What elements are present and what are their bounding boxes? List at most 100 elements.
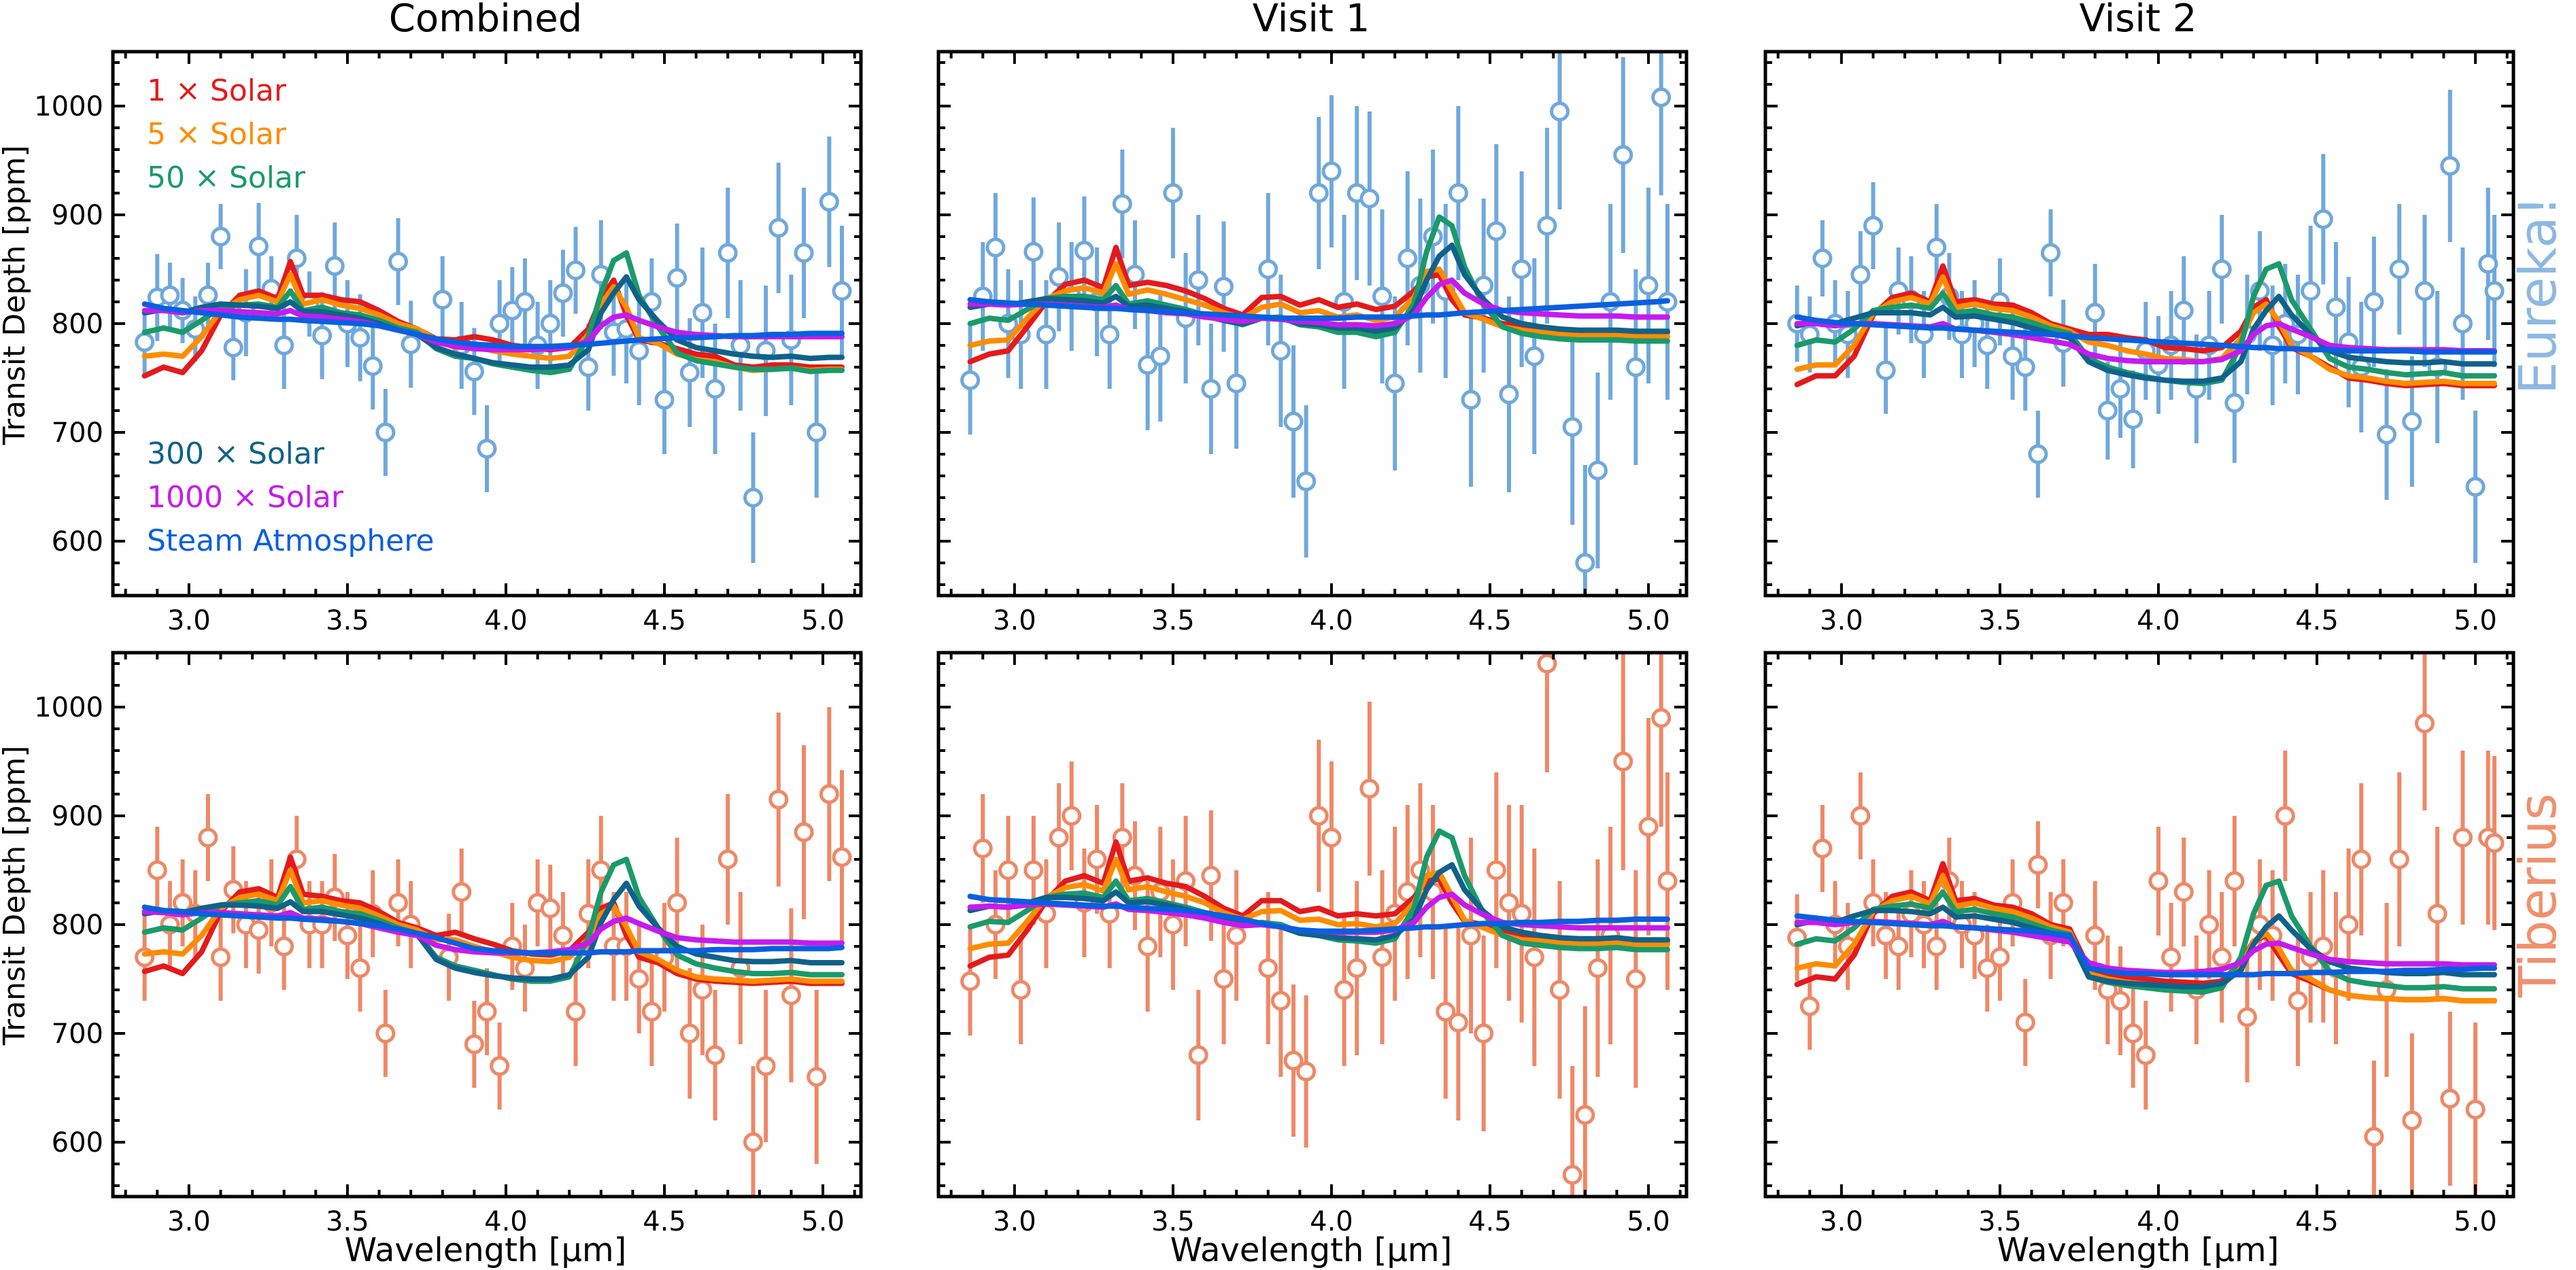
data-point [515,292,535,312]
data-point [1613,145,1633,165]
data-point [1163,914,1183,935]
data-point [1537,653,1557,674]
legend: 1 × Solar 5 × Solar 50 × Solar 300 × Sol… [147,73,434,558]
data-point [1657,871,1678,891]
data-point [540,898,560,919]
data-point [248,236,269,256]
x-tick-label: 5.0 [801,605,845,636]
data-point [832,847,852,868]
panel-eureka-visit-2: 3.0 3.5 4.0 4.5 5.0 [1763,50,2515,636]
x-tick-label: 5.0 [1627,605,1670,636]
data-point [1613,751,1633,772]
y-tick-label: 800 [52,309,103,340]
data-point [2173,882,2194,902]
x-tick-label: 3.5 [1151,1206,1195,1237]
data-point [1461,925,1481,946]
data-point [1625,357,1646,377]
data-point [679,1023,700,1044]
data-point [2211,259,2232,279]
data-point [756,1056,776,1076]
model-line-steam-atmosphere [141,904,845,956]
data-point [566,260,586,281]
data-point [1927,237,1947,258]
data-point [1283,1050,1304,1071]
data-point [2465,477,2486,497]
data-point [985,237,1006,258]
data-point [566,1001,586,1022]
data-point [1011,980,1031,1000]
data-point [477,1001,497,1022]
model-line-5-x-solar [967,857,1670,952]
data-point [2402,411,2422,432]
data-point [1138,936,1158,957]
data-point [667,268,688,288]
model-line-300-x-solar [141,274,845,370]
data-point [2301,281,2321,301]
panel-tiberius-visit-2: 3.0 3.5 4.0 4.5 5.0 [1763,651,2515,1237]
x-tick-label: 4.5 [1468,1206,1512,1237]
x-tick-label: 5.0 [2454,605,2497,636]
data-point [2123,409,2143,430]
data-point [1296,471,1317,492]
data-point [2364,1127,2384,1147]
data-point [147,860,167,880]
data-point [1296,1061,1317,1082]
data-point [223,337,243,358]
data-point [807,422,827,443]
plot-area [135,136,852,563]
data-point [972,838,993,859]
data-point [654,390,675,410]
y-tick-label: 1000 [34,692,103,723]
data-point [1876,925,1896,946]
data-point [717,243,738,263]
y-tick-label: 800 [52,910,103,941]
data-point [819,192,839,212]
data-point [1334,980,1355,1000]
model-line-steam-atmosphere [1794,314,2497,355]
data-point [464,1034,484,1054]
data-point [1927,936,1947,957]
data-point [2313,209,2333,229]
x-tick-label: 3.0 [993,1206,1036,1237]
data-point [1499,893,1519,913]
data-point [629,341,649,361]
data-point [2402,1110,2422,1131]
data-point [2053,893,2073,913]
data-point [2288,991,2308,1011]
data-point [135,332,155,352]
data-point [312,326,333,346]
data-point [1049,267,1069,287]
model-line-5-x-solar [967,261,1670,348]
data-point [1087,849,1107,870]
data-point [388,252,408,272]
data-point [1977,335,1997,356]
data-point [248,920,269,940]
data-point [692,303,713,323]
data-point [1638,275,1659,296]
data-point [1638,817,1659,837]
data-point [1876,360,1896,381]
data-point [350,958,371,978]
data-point [1201,379,1221,399]
data-point [1512,904,1532,924]
data-point [1461,390,1481,410]
data-point [1448,183,1468,203]
data-point [2199,914,2220,935]
data-point [768,789,789,810]
data-point [1308,806,1329,826]
x-tick-label: 4.5 [1468,605,1512,636]
data-point [477,439,497,459]
x-tick-label: 3.5 [1151,605,1195,636]
data-point [2123,1023,2143,1044]
x-tick-label: 4.5 [2295,605,2339,636]
data-point [1100,324,1120,345]
data-point [2015,1012,2035,1033]
data-point [1346,958,1367,978]
x-tick-label: 4.0 [1310,605,1353,636]
x-tick-label: 4.5 [643,605,686,636]
model-line-50-x-solar [967,214,1670,344]
data-point [1524,947,1544,967]
data-point [743,487,764,508]
data-point [2028,855,2048,875]
data-point [2377,424,2397,445]
